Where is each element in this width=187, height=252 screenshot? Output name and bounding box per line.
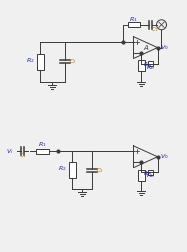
Text: $R_1$: $R_1$ <box>129 15 138 24</box>
Text: $C_1$: $C_1$ <box>19 151 27 160</box>
Bar <box>37 54 44 70</box>
Text: $R_2$: $R_2$ <box>26 56 35 65</box>
Bar <box>36 149 49 154</box>
Text: $V_i$: $V_i$ <box>6 147 13 156</box>
Bar <box>138 60 145 71</box>
Text: $R_a$: $R_a$ <box>143 60 151 69</box>
Bar <box>69 162 76 178</box>
Bar <box>148 61 153 67</box>
Bar <box>138 170 145 181</box>
Text: $R_b$: $R_b$ <box>146 171 155 180</box>
Text: $C_1$: $C_1$ <box>151 25 159 34</box>
Text: $R_2$: $R_2$ <box>58 164 67 173</box>
Text: $R_b$: $R_b$ <box>146 63 155 72</box>
Bar <box>128 22 140 27</box>
Bar <box>148 170 153 175</box>
Text: A: A <box>143 45 148 51</box>
Text: $R_1$: $R_1$ <box>38 140 47 149</box>
Text: $V_0$: $V_0$ <box>160 43 168 52</box>
Text: $V_0$: $V_0$ <box>160 152 168 161</box>
Text: $C_2$: $C_2$ <box>96 166 104 175</box>
Text: $C_2$: $C_2$ <box>69 57 77 67</box>
Text: $R_a$: $R_a$ <box>143 169 151 178</box>
